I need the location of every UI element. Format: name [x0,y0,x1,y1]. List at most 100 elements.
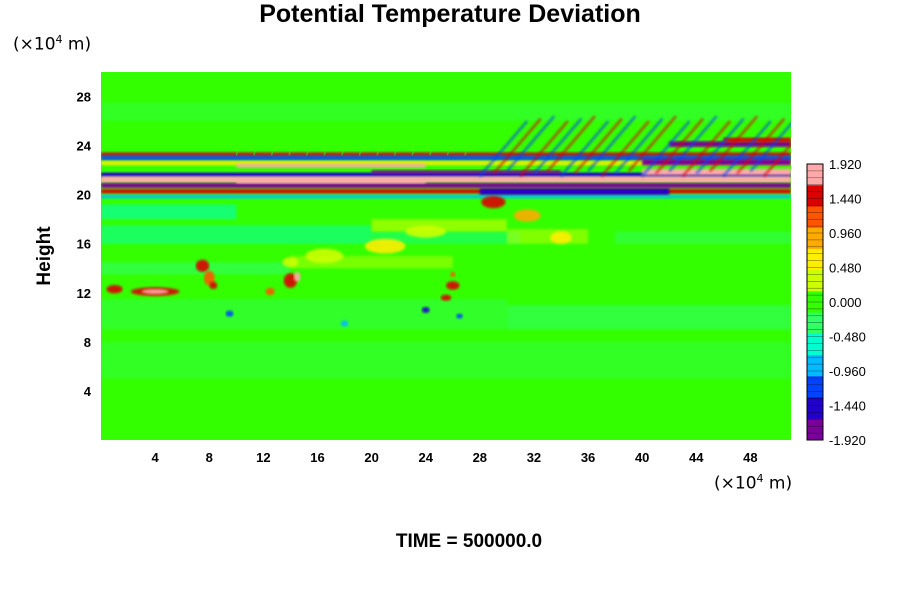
field-blob [265,287,275,296]
field-band [101,172,791,178]
x-tick-label: 40 [635,450,649,465]
wave-streak [627,115,677,173]
field-patch [101,298,507,330]
field-band [371,170,561,174]
y-tick-label: 4 [84,384,92,399]
wave-streak [573,117,623,175]
wave-streak [270,128,281,156]
colorbar-segment [807,164,823,186]
wave-streak [654,117,704,175]
wave-streak [560,120,610,177]
field-blob [203,270,215,286]
colorbar-segment [807,206,823,229]
x-axis-ticks: 4 8 12 16 20 24 28 32 36 40 44 48 [152,450,758,465]
x-tick-label: 32 [527,450,541,465]
wave-streak [305,128,316,156]
field-blob [405,225,446,238]
y-tick-label: 20 [77,188,91,203]
wave-streak [446,128,457,156]
wave-streak [506,115,556,173]
field-blob [293,271,301,282]
colorbar-tick-label: 0.960 [829,226,862,241]
colorbar-tick-label: -1.440 [829,399,866,414]
x-tick-label: 4 [152,450,160,465]
colorbar-tick-label: -0.960 [829,364,866,379]
field-band [723,137,791,142]
wave-streak [341,128,351,156]
colorbar-segment [807,227,823,250]
wave-streak [429,128,439,156]
field-band [101,194,791,199]
x-tick-label: 44 [689,450,704,465]
y-tick-label: 8 [84,335,91,350]
field-band [669,141,791,147]
y-tick-label: 24 [77,139,92,154]
field-blob [550,231,572,244]
colorbar-segment [807,185,823,207]
field-band [101,189,791,194]
colorbar-tick-label: -1.920 [829,433,866,448]
wave-streak [587,115,637,173]
wave-streak [533,117,583,175]
wave-streak [376,128,386,156]
field-patch [101,341,791,379]
wave-streak [695,117,745,175]
wave-streak [519,120,569,177]
wave-streak [708,115,759,173]
time-label: TIME = 500000.0 [395,531,543,552]
colorbar-segment [807,312,823,335]
field-patch [101,204,237,220]
wave-streak [464,128,474,156]
wave-streak [749,122,791,173]
wave-streak [600,120,650,177]
field-blob [225,310,234,317]
wave-streak [235,128,246,156]
field-band [101,176,791,183]
wave-streak [668,115,718,173]
wave-streak [323,128,334,156]
y-axis-label: Height [34,226,55,286]
field-band [236,163,426,168]
wave-streak [411,128,422,156]
field-patch [615,231,791,244]
wave-streak [722,120,772,177]
field-band [642,168,791,176]
wave-streak [546,115,596,173]
y-tick-label: 28 [77,90,91,105]
x-tick-label: 24 [418,450,433,465]
x-axis-unit: (×104 m) [714,472,793,494]
wave-streak [492,117,542,175]
colorbar-tick-label: 0.480 [829,261,862,276]
field-patch [101,225,372,244]
y-tick-label: 12 [77,286,91,301]
field-blob [481,195,506,209]
field-blob [446,281,460,290]
wave-streak [478,120,529,177]
field-blob [209,281,218,290]
field-blob [282,257,299,268]
field-blob [283,273,298,288]
colorbar-segment [807,248,823,271]
colorbar-tick-label: -0.480 [829,330,866,345]
field-blob [195,259,210,272]
field-patch [506,229,589,244]
wave-streak [614,117,664,175]
wave-streak [641,120,691,177]
colorbar-frame [806,163,824,441]
colorbar-segment [807,397,823,420]
field-band [101,152,791,157]
x-tick-label: 28 [473,450,487,465]
field-blob [305,248,344,264]
wave-streak [763,143,791,177]
colorbar: 1.920 1.440 0.960 0.480 0.000 -0.480 -0.960 -1.… [806,157,866,448]
y-axis-unit: (×104 m) [13,33,92,55]
y-axis-ticks: 4 8 12 16 20 24 28 [77,90,92,399]
wave-streak [736,117,786,175]
colorbar-tick-label: 1.920 [829,157,862,172]
field-band [101,183,791,188]
x-tick-label: 36 [581,450,595,465]
field-band [479,188,670,195]
field-blob [456,313,463,319]
wave-streak [253,128,263,156]
wave-streak [393,128,404,156]
